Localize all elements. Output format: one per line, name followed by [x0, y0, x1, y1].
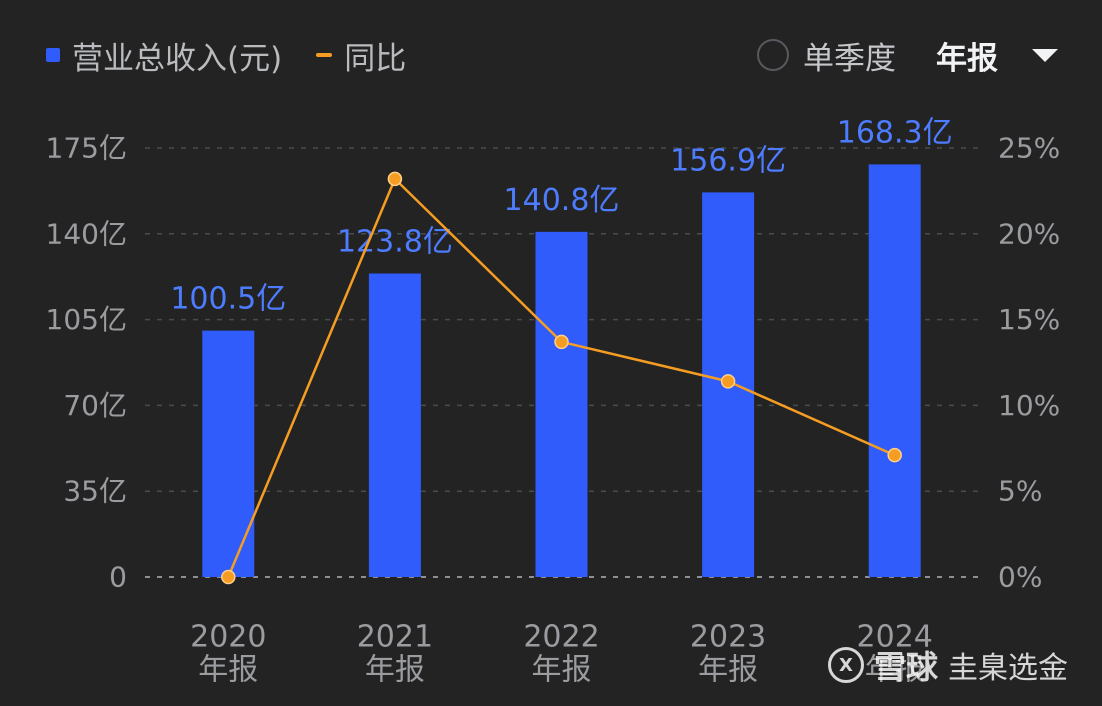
bar [202, 330, 255, 577]
x-tick-label: 2021 [357, 620, 433, 655]
x-tick-label: 年报 [865, 653, 925, 688]
legend-item-revenue[interactable]: 营业总收入(元) [46, 33, 282, 78]
legend-yoy-label: 同比 [344, 40, 407, 77]
y-left-tick-label: 70亿 [63, 389, 127, 422]
y-right-tick-label: 20% [998, 217, 1060, 250]
x-tick-label: 年报 [198, 653, 258, 688]
bar [368, 273, 421, 577]
y-right-tick-label: 0% [998, 561, 1042, 594]
bar-value-label: 140.8亿 [504, 183, 620, 218]
bar-value-label: 123.8亿 [337, 225, 453, 260]
x-tick-label: 年报 [698, 653, 758, 688]
yoy-point [387, 171, 403, 187]
y-left-tick-label: 175亿 [46, 132, 127, 165]
x-tick-label: 2022 [523, 620, 599, 655]
period-dropdown[interactable]: 年报 [936, 33, 1058, 78]
period-value: 年报 [936, 40, 998, 77]
y-right-tick-label: 25% [998, 132, 1060, 165]
revenue-swatch [46, 48, 60, 62]
x-tick-label: 2023 [690, 620, 766, 655]
y-right-tick-label: 15% [998, 303, 1060, 336]
y-right-tick-label: 5% [998, 475, 1042, 508]
chart-legend: 营业总收入(元) 同比 [46, 30, 406, 80]
x-tick-label: 年报 [365, 653, 425, 688]
y-left-tick-label: 0 [109, 561, 127, 594]
watermark-brand: 雪球 [873, 648, 938, 686]
y-left-tick-label: 105亿 [46, 303, 127, 336]
y-left-tick-label: 140亿 [46, 217, 127, 250]
bar-value-label: 168.3亿 [837, 115, 953, 150]
bar [868, 164, 921, 578]
bar-value-label: 156.9亿 [670, 143, 786, 178]
x-tick-label: 年报 [532, 653, 592, 688]
x-tick-label: 2024 [857, 620, 933, 655]
yoy-swatch [316, 53, 333, 57]
x-tick-label: 2020 [190, 620, 266, 655]
quarter-label[interactable]: 单季度 [803, 40, 896, 77]
bar [535, 231, 588, 577]
legend-item-yoy[interactable]: 同比 [316, 33, 406, 78]
chevron-down-icon [1032, 48, 1058, 62]
y-right-tick-label: 10% [998, 389, 1060, 422]
bar-value-label: 100.5亿 [170, 282, 286, 317]
legend-revenue-label: 营业总收入(元) [72, 40, 283, 77]
yoy-point [221, 569, 236, 585]
snowball-logo-icon: X [827, 647, 864, 683]
yoy-point [554, 334, 569, 350]
chart-controls: 单季度 年报 [757, 30, 1058, 80]
watermark-account: 圭臬选金 [948, 651, 1068, 686]
quarter-radio[interactable] [757, 39, 789, 71]
watermark: X 雪球 圭臬选金 [827, 642, 1068, 688]
y-left-tick-label: 35亿 [63, 475, 127, 508]
yoy-point [720, 374, 736, 389]
yoy-point [887, 447, 902, 463]
